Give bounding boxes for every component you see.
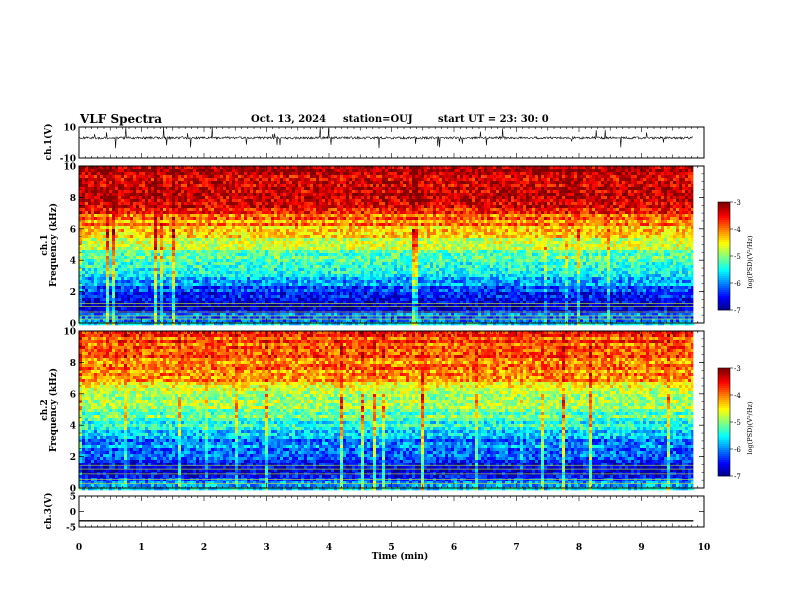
colorbar-label: log(PSD)(V²/Hz) bbox=[746, 235, 754, 288]
y-tick-label: 10 bbox=[63, 328, 76, 338]
colorbar-tick-label: -7 bbox=[734, 473, 741, 481]
colorbar: -3 -4 -5 -6 -7 log(PSD)(V²/Hz) bbox=[718, 199, 754, 315]
y-tick-label: 4 bbox=[70, 422, 76, 432]
x-tick-label: 8 bbox=[576, 543, 582, 553]
y-tick-label: 10 bbox=[63, 163, 76, 173]
colorbar-tick-label: -5 bbox=[734, 419, 741, 427]
x-tick-label: 0 bbox=[76, 543, 82, 553]
vlf-spectra-figure: 10-100246810024681050-5ch.1(V)ch.1 Freque… bbox=[0, 0, 792, 612]
colorbar-tick-label: -5 bbox=[734, 253, 741, 261]
y-tick-label: 6 bbox=[70, 390, 76, 400]
y-tick-label: 4 bbox=[70, 257, 76, 267]
y-axis-title: Frequency (kHz) bbox=[48, 203, 59, 287]
x-tick-label: 7 bbox=[513, 543, 519, 553]
colorbar: -3 -4 -5 -6 -7 log(PSD)(V²/Hz) bbox=[718, 365, 754, 481]
y-axis-title: ch.3(V) bbox=[43, 493, 54, 530]
x-tick-label: 2 bbox=[201, 543, 207, 553]
x-tick-label: 3 bbox=[263, 543, 269, 553]
colorbar-tick-label: -3 bbox=[734, 199, 741, 207]
x-axis-title: Time (min) bbox=[372, 551, 429, 562]
x-tick-label: 9 bbox=[638, 543, 644, 553]
y-tick-label: 2 bbox=[70, 453, 76, 463]
colorbar-tick-label: -4 bbox=[734, 392, 741, 400]
y-tick-label: 6 bbox=[70, 225, 76, 235]
y-axis-title: ch.1(V) bbox=[43, 124, 54, 161]
colorbar-tick-label: -4 bbox=[734, 226, 741, 234]
y-tick-label: 8 bbox=[70, 194, 76, 204]
colorbar-tick-label: -7 bbox=[734, 307, 741, 315]
y-tick-label: 2 bbox=[70, 288, 76, 298]
x-tick-label: 6 bbox=[451, 543, 457, 553]
colorbar-label: log(PSD)(V²/Hz) bbox=[746, 401, 754, 454]
colorbar-tick-label: -3 bbox=[734, 365, 741, 373]
spectrogram-ch1 bbox=[79, 166, 704, 325]
x-tick-label: 10 bbox=[698, 543, 711, 553]
x-tick-label: 4 bbox=[326, 543, 332, 553]
x-tick-label: 1 bbox=[138, 543, 144, 553]
y-tick-label: 0 bbox=[70, 508, 76, 518]
y-tick-label: 10 bbox=[63, 124, 76, 134]
y-tick-label: -5 bbox=[66, 524, 76, 534]
colorbar-tick-label: -6 bbox=[734, 446, 741, 454]
ch1-waveform-trace bbox=[79, 127, 693, 148]
colorbar-tick-label: -6 bbox=[734, 280, 741, 288]
spectrogram-ch2 bbox=[79, 331, 704, 490]
y-axis-title: Frequency (kHz) bbox=[48, 368, 59, 452]
y-tick-label: 8 bbox=[70, 359, 76, 369]
y-tick-label: 5 bbox=[70, 493, 76, 503]
